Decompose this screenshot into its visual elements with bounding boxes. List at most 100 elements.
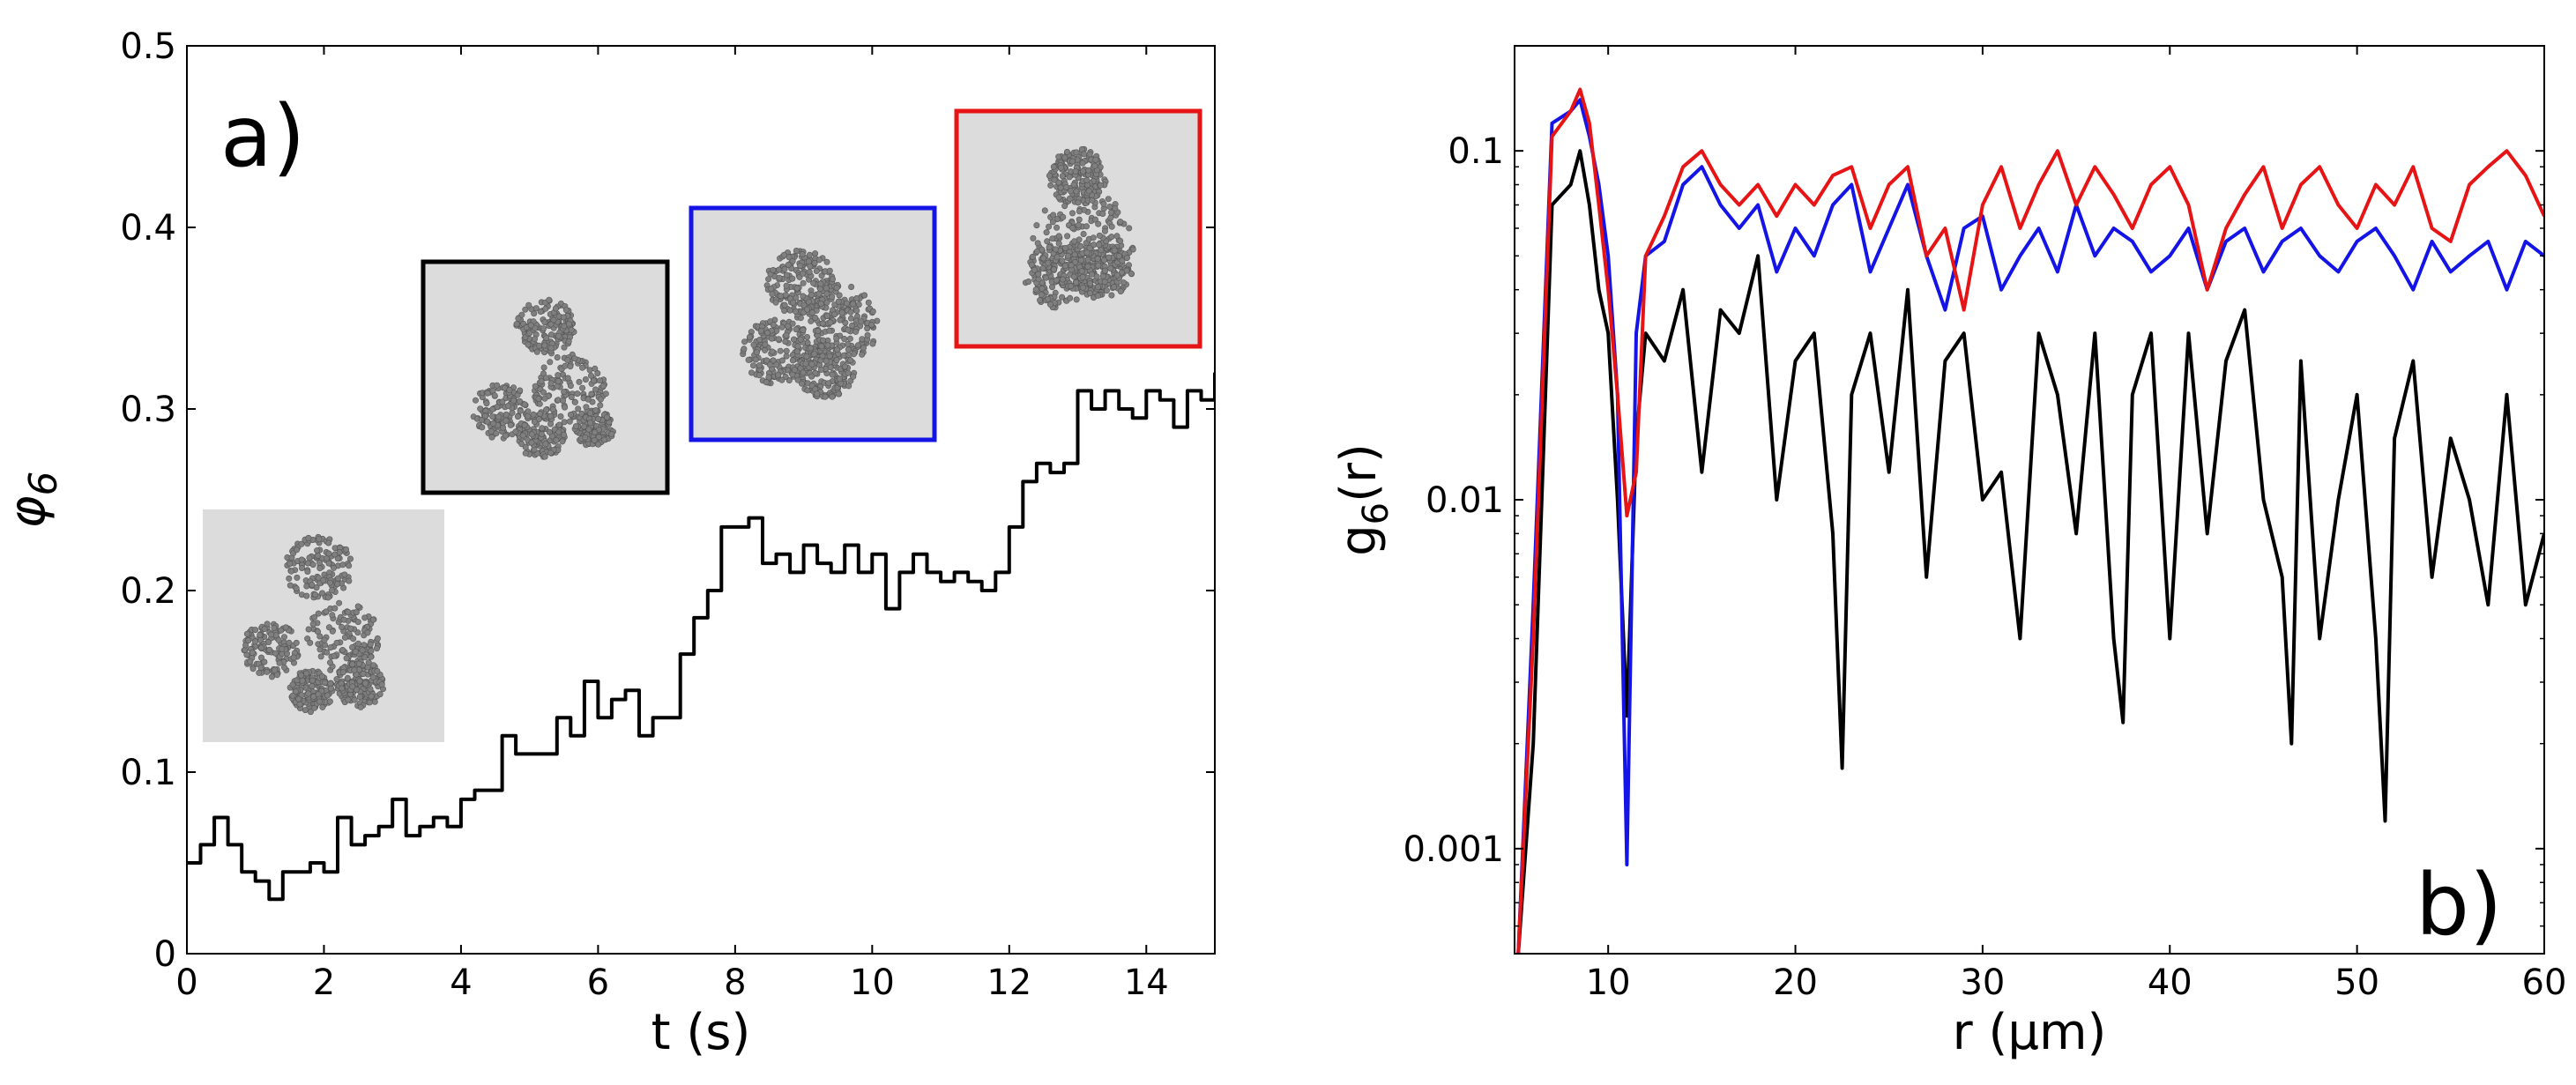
particle (757, 327, 764, 334)
particle (762, 346, 769, 353)
particle (561, 431, 568, 438)
particle (600, 436, 607, 443)
particle (309, 621, 316, 628)
particle (1080, 284, 1087, 291)
particle (1099, 272, 1106, 279)
particle (1068, 283, 1075, 290)
particle (835, 390, 842, 398)
particle (331, 652, 338, 659)
particle (547, 321, 555, 328)
particle (591, 436, 598, 443)
particle (1107, 214, 1114, 221)
plot-area (1516, 87, 2544, 954)
particle (595, 415, 602, 422)
particle (513, 321, 520, 328)
particle (845, 383, 852, 390)
particle (1047, 182, 1054, 189)
particle (510, 398, 517, 405)
particle (1037, 297, 1044, 304)
particle (286, 639, 293, 646)
particle (345, 696, 352, 703)
particle (793, 247, 800, 254)
particle (587, 372, 594, 379)
particle (599, 383, 607, 390)
particle (1067, 294, 1074, 301)
particle (814, 390, 821, 398)
particle (378, 681, 385, 688)
particle (305, 626, 312, 633)
particle (1087, 280, 1094, 287)
particle (1061, 203, 1068, 210)
particle (247, 658, 254, 665)
panel-label: b) (2416, 856, 2502, 955)
particle (484, 418, 491, 425)
particle (531, 418, 538, 425)
particle (1064, 233, 1071, 240)
y-tick-label: 0.1 (1448, 131, 1504, 172)
particle (272, 650, 279, 657)
particle (564, 375, 571, 382)
particle (311, 613, 318, 621)
particle (354, 619, 361, 626)
particle (528, 439, 535, 446)
particle (1053, 254, 1061, 261)
particle (287, 568, 294, 575)
particle (532, 305, 540, 312)
particle (845, 352, 852, 359)
particle (479, 424, 486, 431)
particle (349, 643, 356, 650)
particle (823, 312, 830, 319)
particle (554, 353, 561, 360)
particle (272, 666, 279, 673)
particle (587, 420, 594, 427)
particle (541, 395, 548, 402)
particle (317, 653, 324, 660)
particle (833, 346, 840, 353)
particle (1124, 254, 1131, 261)
particle (542, 375, 549, 382)
particle (325, 550, 332, 557)
particle (329, 587, 336, 594)
particle (1066, 195, 1073, 202)
particle (794, 376, 801, 383)
particle (571, 355, 578, 362)
particle (546, 296, 553, 303)
particle (1053, 246, 1060, 253)
particle (826, 267, 833, 274)
particle (1066, 174, 1073, 181)
particle (833, 284, 840, 291)
particle (1045, 259, 1052, 266)
particle (846, 335, 853, 342)
particle (322, 679, 329, 686)
particle (793, 348, 800, 355)
particle (555, 372, 562, 379)
particle (785, 323, 792, 330)
particle (833, 335, 840, 342)
particle (493, 430, 500, 437)
particle (1062, 184, 1069, 191)
particle (315, 610, 322, 617)
particle (586, 367, 593, 374)
particle (808, 292, 815, 299)
series-line-0 (1516, 149, 2544, 954)
particle (1090, 234, 1097, 242)
particle (344, 674, 351, 681)
particle (1075, 199, 1082, 206)
particle (855, 301, 862, 308)
particle (292, 688, 299, 695)
particle (537, 410, 544, 417)
particle (356, 678, 363, 685)
particle (786, 307, 793, 314)
particle (345, 608, 352, 615)
particle (547, 331, 555, 338)
particle (800, 270, 807, 277)
particle (552, 305, 559, 312)
particle (859, 336, 866, 343)
particle (815, 328, 822, 335)
particle (359, 647, 366, 654)
particle (818, 343, 825, 350)
particle (561, 323, 568, 330)
particle (287, 561, 294, 568)
particle (304, 568, 311, 575)
particle (339, 646, 346, 653)
